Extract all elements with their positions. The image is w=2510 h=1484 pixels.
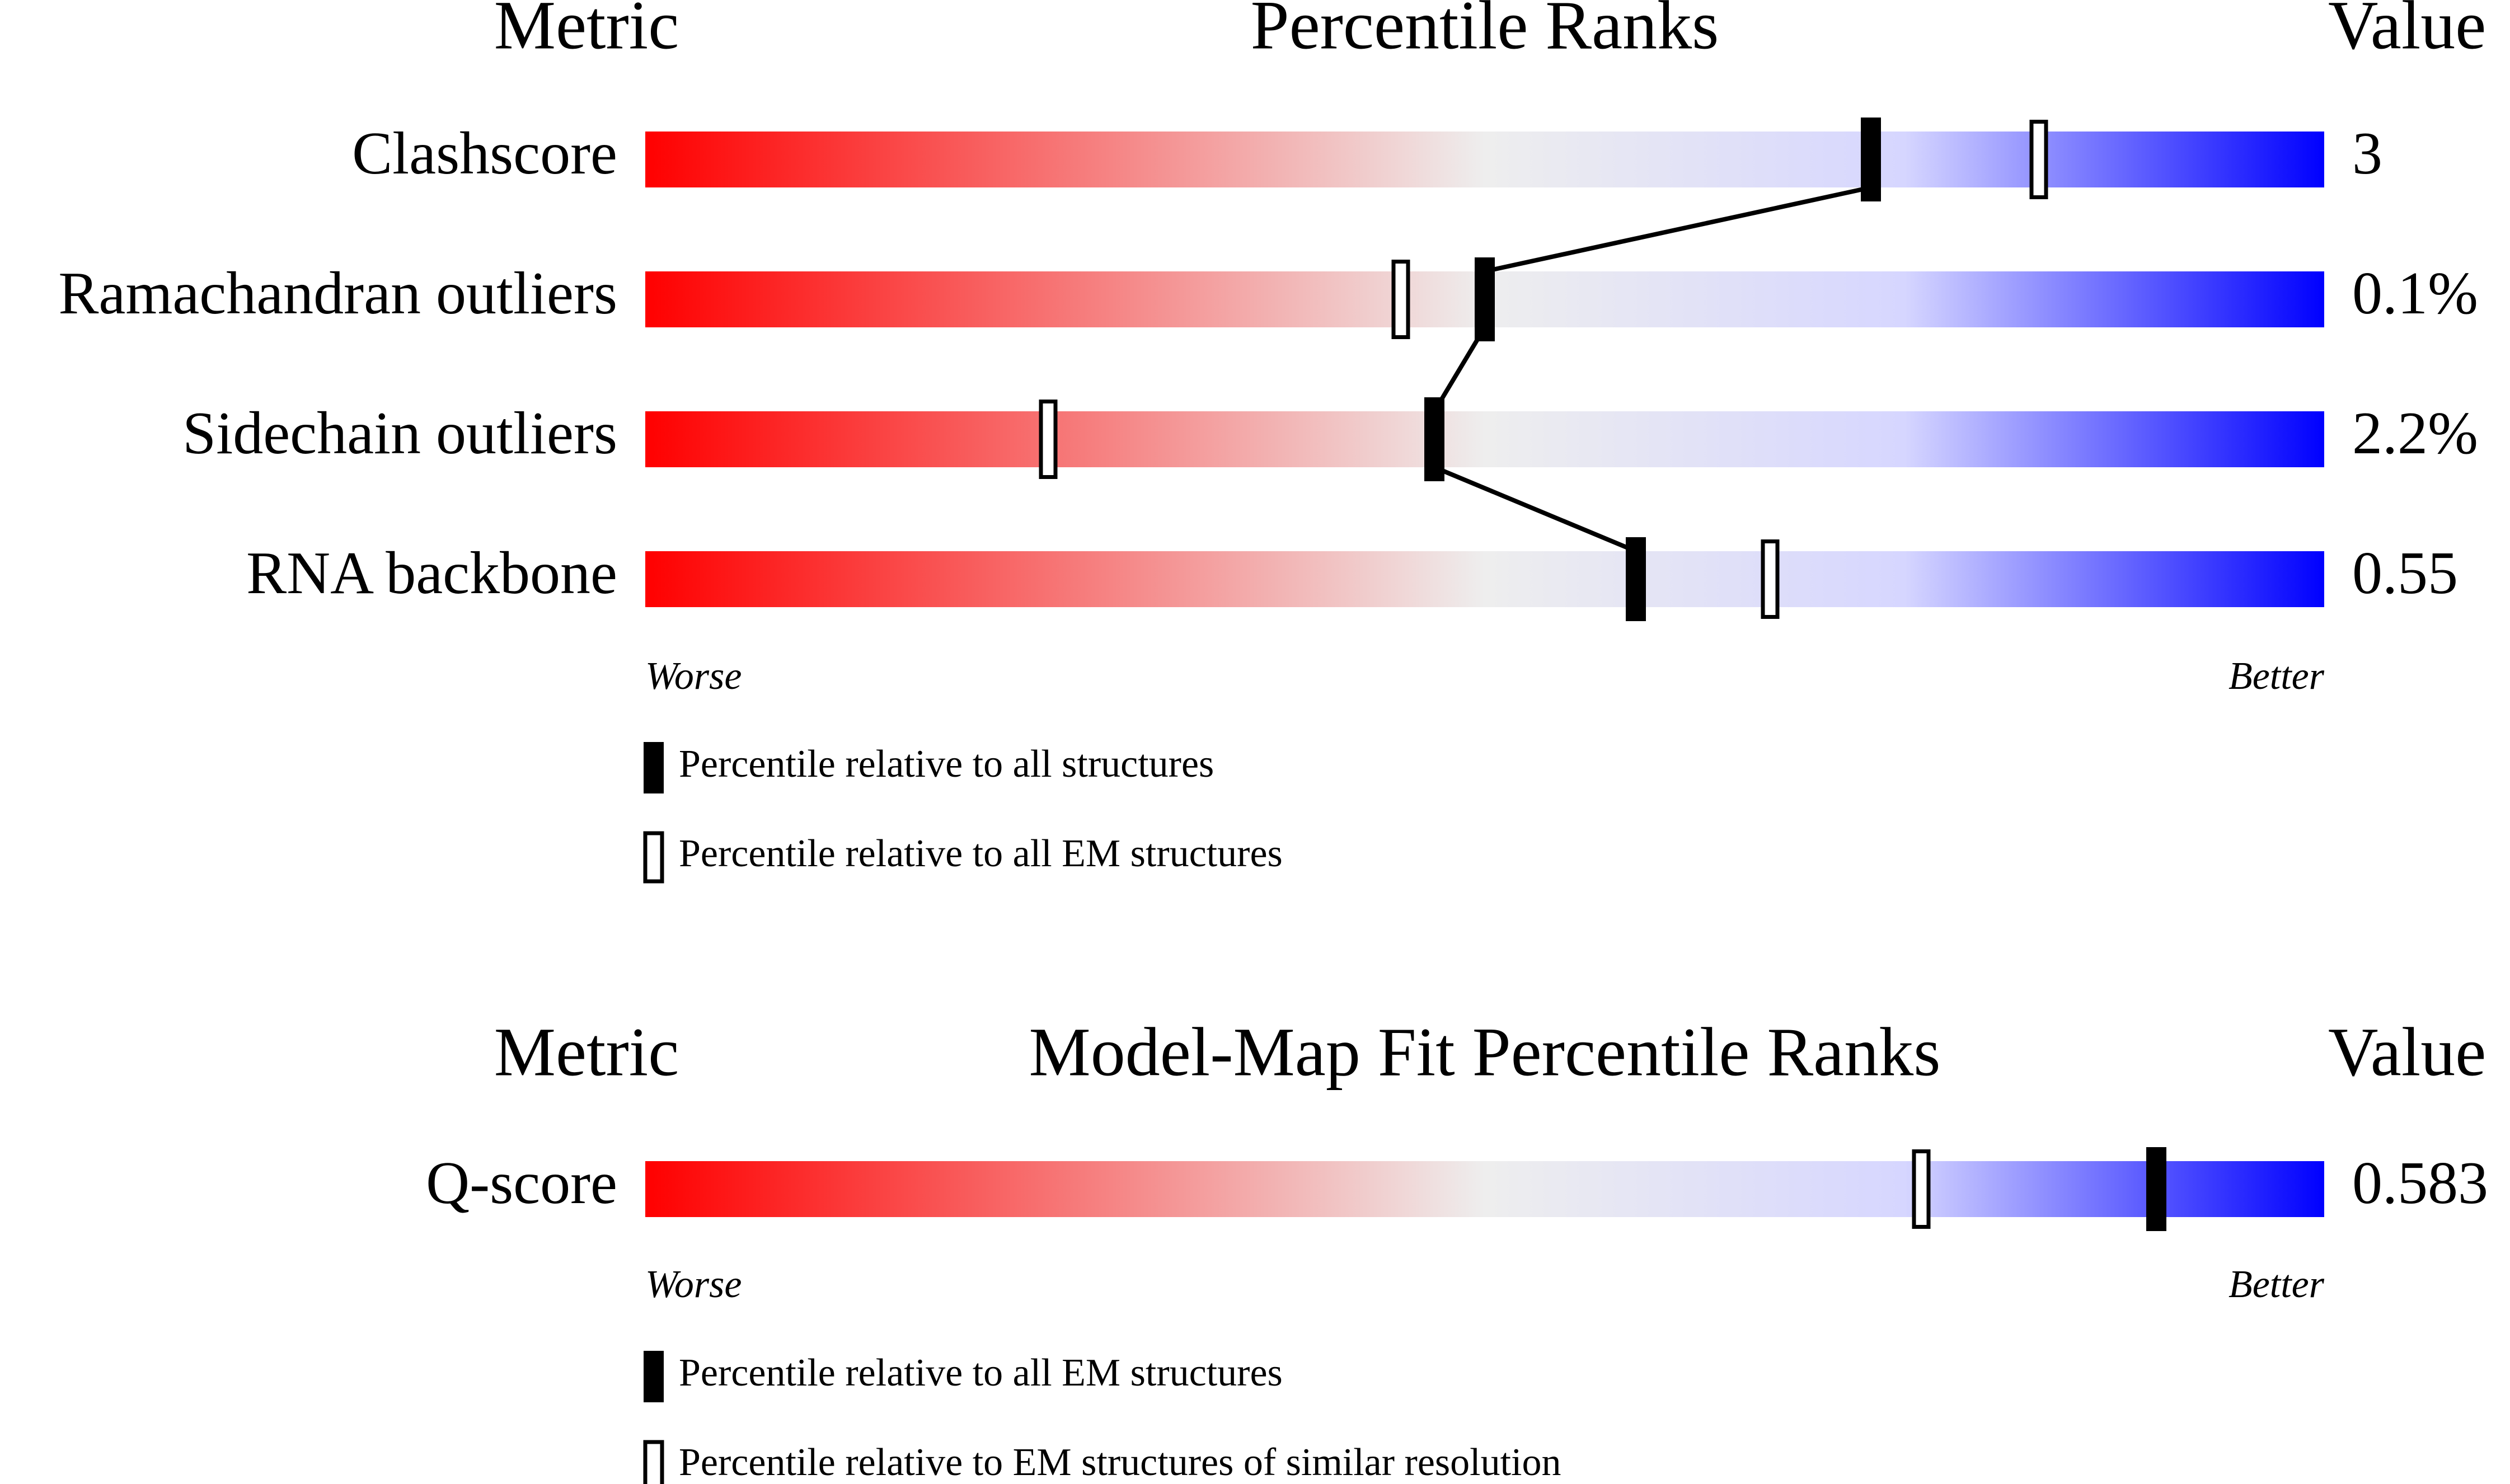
- worse-label: Worse: [645, 655, 742, 698]
- marker-hollow: [1391, 260, 1410, 339]
- legend-marker-hollow: [643, 831, 664, 884]
- marker-filled: [2146, 1147, 2166, 1231]
- legend-marker-filled: [644, 742, 664, 793]
- metric-value: 0.55: [2352, 540, 2458, 607]
- metric-label: Sidechain outliers: [182, 400, 617, 467]
- legend-item: Percentile relative to all EM structures: [643, 831, 1283, 884]
- metric-row: Clashscore 3: [352, 118, 2382, 201]
- legend-label: Percentile relative to all EM structures: [679, 1351, 1283, 1394]
- marker-hollow: [2029, 120, 2048, 199]
- metric-value: 2.2%: [2352, 400, 2478, 467]
- metric-value: 0.583: [2352, 1150, 2488, 1217]
- header-metric: Metric: [494, 1013, 679, 1090]
- metric-label: Q-score: [426, 1150, 617, 1217]
- legend-label: Percentile relative to all structures: [679, 743, 1214, 786]
- metric-row: Sidechain outliers 2.2%: [182, 397, 2478, 481]
- legend-item: Percentile relative to all EM structures: [644, 1351, 1283, 1402]
- connector-line: [1432, 326, 1487, 413]
- header-value: Value: [2328, 0, 2486, 63]
- legend-label: Percentile relative to all EM structures: [679, 832, 1283, 875]
- metric-value: 0.1%: [2352, 260, 2478, 327]
- panel-2: Metric Model-Map Fit Percentile Ranks Valu…: [426, 1013, 2488, 1484]
- metric-label: Clashscore: [352, 120, 617, 187]
- metric-row: Ramachandran outliers 0.1%: [58, 257, 2478, 341]
- percentile-bar: [645, 132, 2324, 187]
- chart-title: Percentile Ranks: [1251, 0, 1719, 63]
- legend-marker-filled: [644, 1351, 664, 1402]
- header-value: Value: [2328, 1013, 2486, 1090]
- legend-item: Percentile relative to EM structures of …: [643, 1440, 1561, 1484]
- marker-hollow: [1761, 539, 1780, 619]
- metric-value: 3: [2352, 120, 2382, 187]
- connector-line: [1433, 465, 1637, 553]
- metric-row: RNA backbone 0.55: [246, 537, 2458, 621]
- header-metric: Metric: [494, 0, 679, 63]
- panel-1: Metric Percentile Ranks Value Clashscore 3 Ra…: [58, 0, 2486, 884]
- connector-line: [1484, 185, 1871, 274]
- metric-label: Ramachandran outliers: [58, 260, 617, 327]
- metric-row: Q-score 0.583: [426, 1147, 2488, 1231]
- percentile-bar: [645, 551, 2324, 607]
- legend-marker-hollow: [643, 1440, 664, 1484]
- legend-label: Percentile relative to EM structures of …: [679, 1441, 1561, 1484]
- marker-hollow: [1039, 400, 1058, 479]
- better-label: Better: [2228, 1263, 2325, 1306]
- percentile-bar: [645, 411, 2324, 467]
- metric-label: RNA backbone: [246, 540, 617, 607]
- worse-label: Worse: [645, 1263, 742, 1306]
- better-label: Better: [2228, 655, 2325, 698]
- marker-hollow: [1912, 1149, 1931, 1229]
- percentile-bar: [645, 1161, 2324, 1217]
- legend-item: Percentile relative to all structures: [644, 742, 1214, 793]
- chart-title: Model-Map Fit Percentile Ranks: [1029, 1013, 1941, 1090]
